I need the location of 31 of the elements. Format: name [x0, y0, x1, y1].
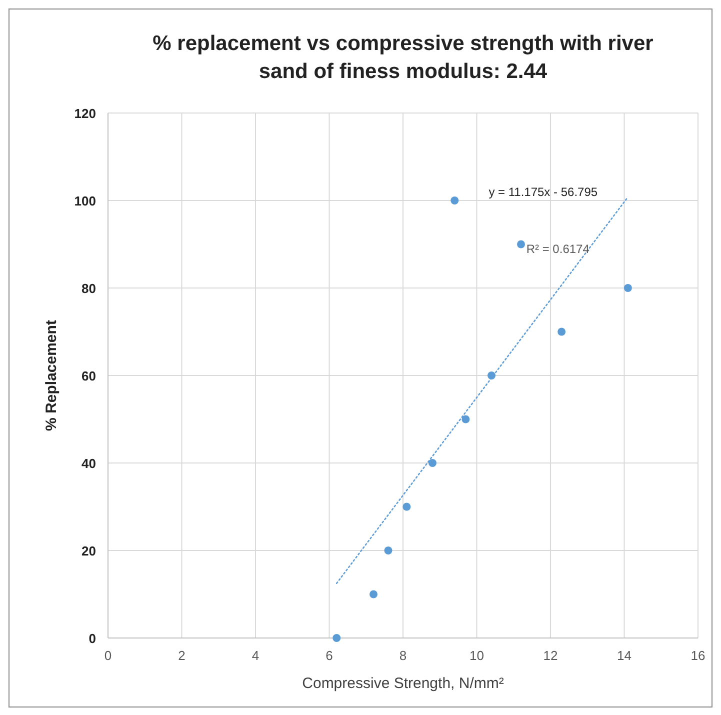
y-tick-label: 80 [82, 281, 96, 296]
x-tick-label: 0 [104, 648, 112, 663]
x-tick-label: 2 [178, 648, 186, 663]
annotation: y = 11.175x - 56.795 [488, 185, 598, 200]
chart-title: % replacement vs compressive strength with river sand of finess modulus: 2.44 [152, 32, 654, 83]
x-tick-label: 6 [326, 648, 333, 663]
point [624, 284, 632, 292]
annotation: R² = 0.6174 [526, 242, 590, 256]
point [558, 328, 566, 336]
x-tick-label: 8 [399, 648, 407, 663]
y-tick-label: 40 [82, 456, 96, 471]
point [517, 240, 525, 248]
point [428, 459, 436, 467]
point [332, 634, 341, 642]
y-tick-label: 0 [88, 631, 96, 646]
x-tick-label: 14 [617, 648, 632, 663]
y-tick-label: 60 [82, 368, 96, 384]
x-tick-label: 10 [470, 648, 484, 663]
point [402, 502, 411, 511]
point [384, 546, 392, 554]
y-axis-title: % Replacement [43, 320, 60, 431]
y-tick-label: 100 [74, 194, 96, 208]
y-tick-label: 20 [82, 544, 96, 558]
y-tick-label: 120 [74, 106, 96, 121]
x-tick-label: 4 [252, 648, 260, 663]
x-tick-label: 12 [543, 648, 558, 663]
x-axis-title: Compressive Strength, N/mm² [302, 675, 504, 692]
point [370, 590, 378, 598]
point [462, 415, 470, 424]
point [450, 196, 459, 204]
x-tick-label: 16 [690, 648, 706, 663]
